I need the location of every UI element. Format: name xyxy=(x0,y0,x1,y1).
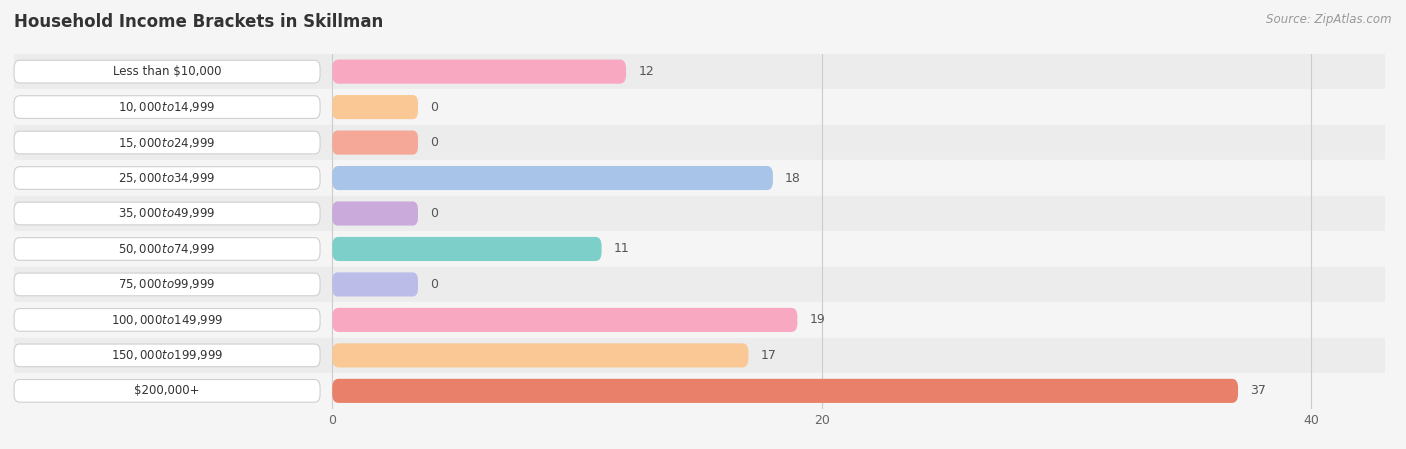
FancyBboxPatch shape xyxy=(14,60,321,83)
Bar xyxy=(14,231,1385,267)
FancyBboxPatch shape xyxy=(14,96,321,119)
Bar xyxy=(14,302,1385,338)
Text: $100,000 to $149,999: $100,000 to $149,999 xyxy=(111,313,224,327)
FancyBboxPatch shape xyxy=(332,379,1239,403)
FancyBboxPatch shape xyxy=(14,131,321,154)
Text: Household Income Brackets in Skillman: Household Income Brackets in Skillman xyxy=(14,13,384,31)
FancyBboxPatch shape xyxy=(332,308,797,332)
Text: $15,000 to $24,999: $15,000 to $24,999 xyxy=(118,136,215,150)
Text: Source: ZipAtlas.com: Source: ZipAtlas.com xyxy=(1267,13,1392,26)
FancyBboxPatch shape xyxy=(14,238,321,260)
Text: $10,000 to $14,999: $10,000 to $14,999 xyxy=(118,100,215,114)
Text: Less than $10,000: Less than $10,000 xyxy=(112,65,221,78)
FancyBboxPatch shape xyxy=(332,343,748,367)
Text: $35,000 to $49,999: $35,000 to $49,999 xyxy=(118,207,215,220)
FancyBboxPatch shape xyxy=(332,273,418,296)
Text: 12: 12 xyxy=(638,65,654,78)
Text: 11: 11 xyxy=(614,242,630,255)
FancyBboxPatch shape xyxy=(14,273,321,296)
Text: 0: 0 xyxy=(430,136,439,149)
Text: 18: 18 xyxy=(785,172,801,185)
FancyBboxPatch shape xyxy=(14,202,321,225)
Bar xyxy=(14,160,1385,196)
Bar xyxy=(14,373,1385,409)
Text: 17: 17 xyxy=(761,349,776,362)
Text: $50,000 to $74,999: $50,000 to $74,999 xyxy=(118,242,215,256)
Bar xyxy=(14,196,1385,231)
Text: 0: 0 xyxy=(430,101,439,114)
Text: $25,000 to $34,999: $25,000 to $34,999 xyxy=(118,171,215,185)
Bar xyxy=(14,125,1385,160)
Bar xyxy=(14,89,1385,125)
FancyBboxPatch shape xyxy=(14,379,321,402)
Text: $75,000 to $99,999: $75,000 to $99,999 xyxy=(118,277,215,291)
FancyBboxPatch shape xyxy=(332,202,418,225)
Bar xyxy=(14,54,1385,89)
FancyBboxPatch shape xyxy=(332,237,602,261)
FancyBboxPatch shape xyxy=(332,131,418,154)
Text: 37: 37 xyxy=(1250,384,1267,397)
FancyBboxPatch shape xyxy=(14,308,321,331)
FancyBboxPatch shape xyxy=(332,166,773,190)
FancyBboxPatch shape xyxy=(332,95,418,119)
Text: 19: 19 xyxy=(810,313,825,326)
FancyBboxPatch shape xyxy=(332,60,626,84)
FancyBboxPatch shape xyxy=(14,167,321,189)
Text: $200,000+: $200,000+ xyxy=(135,384,200,397)
Bar xyxy=(14,338,1385,373)
Text: 0: 0 xyxy=(430,278,439,291)
Text: $150,000 to $199,999: $150,000 to $199,999 xyxy=(111,348,224,362)
Text: 0: 0 xyxy=(430,207,439,220)
Bar xyxy=(14,267,1385,302)
FancyBboxPatch shape xyxy=(14,344,321,367)
